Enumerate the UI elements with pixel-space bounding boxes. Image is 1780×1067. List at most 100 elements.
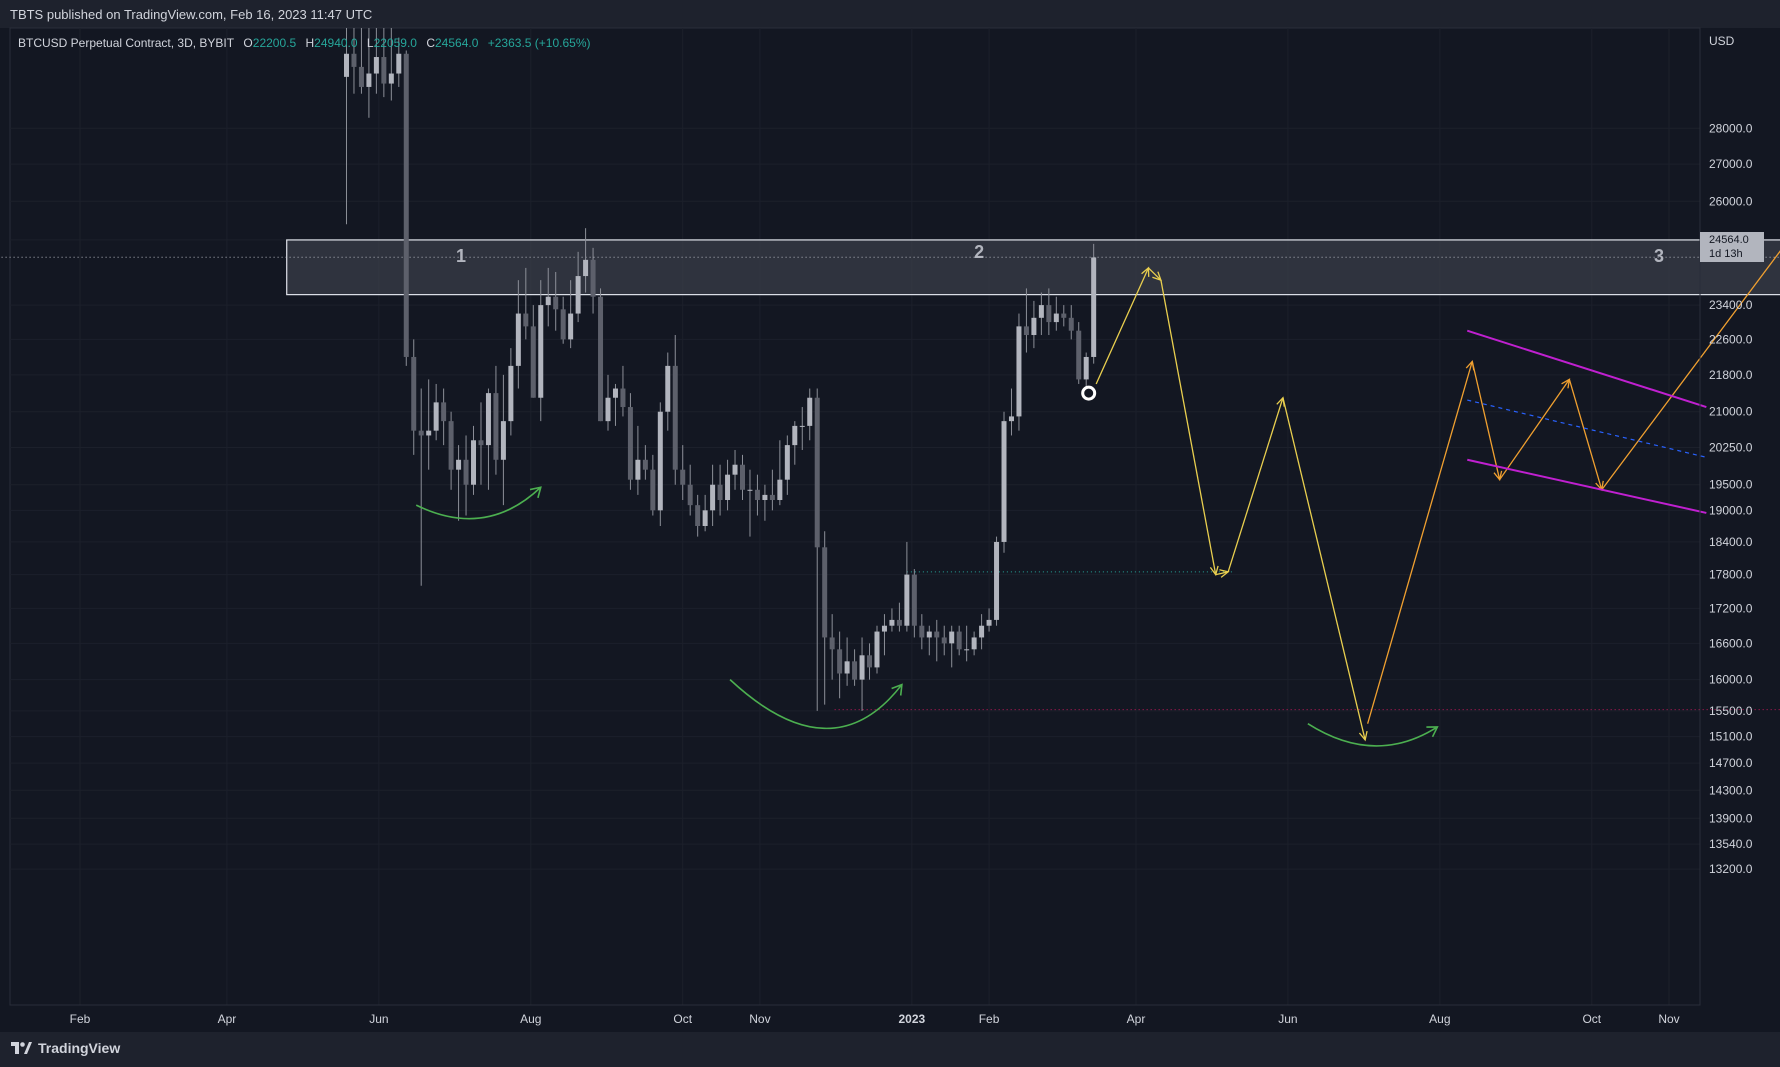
orange-projection-arrowhead [1561, 378, 1571, 389]
candle-body [717, 484, 723, 501]
x-tick-label: Feb [70, 1012, 91, 1026]
candle-body [612, 388, 618, 398]
yellow-projection-arrowhead [1141, 266, 1150, 277]
legend-low-value: 22059.0 [373, 36, 417, 50]
candle-body [672, 365, 678, 470]
zone-label: 1 [456, 246, 466, 266]
green-curve-arrowhead [529, 486, 542, 499]
candle-body [829, 637, 835, 650]
candle-body [560, 309, 566, 340]
y-tick-label: 18400.0 [1709, 535, 1753, 549]
zone-label: 2 [974, 242, 984, 262]
candle-body [1046, 305, 1052, 323]
candle-body [896, 619, 902, 626]
candle-body [1031, 317, 1037, 336]
last-price-value: 24564.0 [1709, 234, 1749, 246]
candle-body [889, 619, 895, 626]
symbol-legend: BTCUSD Perpetual Contract, 3D, BYBIT O22… [18, 36, 596, 50]
candle-body [799, 425, 805, 427]
candle-body [859, 655, 865, 680]
candle-body [657, 411, 663, 511]
candle-body [739, 464, 745, 490]
orange-projection-segment [1367, 361, 1473, 724]
drawings-layer [415, 250, 1780, 747]
orange-projection-arrowhead [1493, 470, 1503, 482]
candle-body [941, 637, 947, 644]
last-price-tag: 24564.0 1d 13h [1700, 232, 1764, 262]
tradingview-brand[interactable]: TradingView [10, 1040, 120, 1056]
legend-open-label: O [243, 36, 253, 50]
last-price-countdown: 1d 13h [1709, 248, 1743, 260]
yellow-projection-segment [1095, 267, 1150, 385]
y-tick-label: 14700.0 [1709, 756, 1753, 770]
candle-body [343, 53, 349, 77]
candle-body [396, 53, 402, 74]
candle-body [725, 474, 731, 501]
candle-body [403, 53, 409, 357]
y-tick-label: 17800.0 [1709, 568, 1753, 582]
candle-body [463, 459, 469, 485]
candle-body [456, 459, 462, 470]
candle-body [934, 631, 940, 638]
candle-body [986, 619, 992, 626]
candle-body [366, 73, 372, 87]
legend-open-value: 22200.5 [252, 36, 297, 50]
candle-body [500, 421, 506, 460]
candle-body [747, 489, 753, 491]
y-tick-label: 21800.0 [1709, 368, 1753, 382]
y-tick-label: 14300.0 [1709, 783, 1753, 797]
axes-layer: 28000.027000.026000.025000.023400.022600… [10, 28, 1753, 1026]
candle-body [665, 365, 671, 412]
candle-body [852, 661, 858, 680]
candle-body [418, 430, 424, 436]
candle-body [904, 574, 910, 626]
y-tick-label: 13540.0 [1709, 837, 1753, 851]
candle-body [373, 57, 379, 74]
candle-body [695, 505, 701, 527]
candle-body [1083, 356, 1089, 380]
orange-projection-segment [1471, 361, 1501, 480]
top-bar: TBTS published on TradingView.com, Feb 1… [0, 0, 1780, 28]
zone-label: 3 [1654, 246, 1664, 266]
yellow-projection-arrowhead [1358, 731, 1368, 742]
yellow-projection-arrowhead [1276, 396, 1285, 407]
publisher-text: TBTS published on TradingView.com, Feb 1… [10, 7, 373, 22]
x-tick-label: Jun [1278, 1012, 1297, 1026]
candle-body [478, 440, 484, 446]
x-tick-label: Oct [673, 1012, 692, 1026]
candle-body [784, 445, 790, 480]
candle-body [1038, 305, 1044, 318]
yellow-projection-arrowhead [1209, 565, 1219, 577]
candle-body [515, 313, 521, 366]
x-tick-label: Apr [218, 1012, 237, 1026]
yellow-projection-segment [1282, 397, 1366, 741]
y-tick-label: 22600.0 [1709, 332, 1753, 346]
y-tick-label: 17200.0 [1709, 601, 1753, 615]
legend-close-value: 24564.0 [435, 36, 479, 50]
green-curve-arrowhead [1426, 726, 1439, 738]
green-curve-arrowhead [891, 683, 903, 696]
candle-body [792, 425, 798, 446]
channel-midline [1467, 399, 1707, 458]
candle-body [964, 649, 970, 651]
currency-label[interactable]: USD [1709, 34, 1735, 48]
candle-body [680, 469, 686, 485]
green-curve [415, 486, 542, 520]
yellow-projection-arrowhead [1152, 271, 1162, 282]
candle-body [590, 259, 596, 297]
candle-body [598, 296, 604, 422]
candle-body [642, 459, 648, 470]
y-tick-label: 16000.0 [1709, 673, 1753, 687]
candle-body [777, 479, 783, 501]
y-tick-label: 20250.0 [1709, 441, 1753, 455]
candle-body [911, 574, 917, 626]
candle-body [949, 631, 955, 644]
x-tick-label: Nov [749, 1012, 770, 1026]
y-tick-label: 23400.0 [1709, 298, 1753, 312]
yellow-projection-segment [1227, 397, 1284, 573]
candle-body [1023, 326, 1029, 336]
y-tick-label: 15100.0 [1709, 730, 1753, 744]
candle-body [1001, 421, 1007, 542]
legend-symbol: BTCUSD Perpetual Contract, 3D, BYBIT [18, 36, 235, 50]
